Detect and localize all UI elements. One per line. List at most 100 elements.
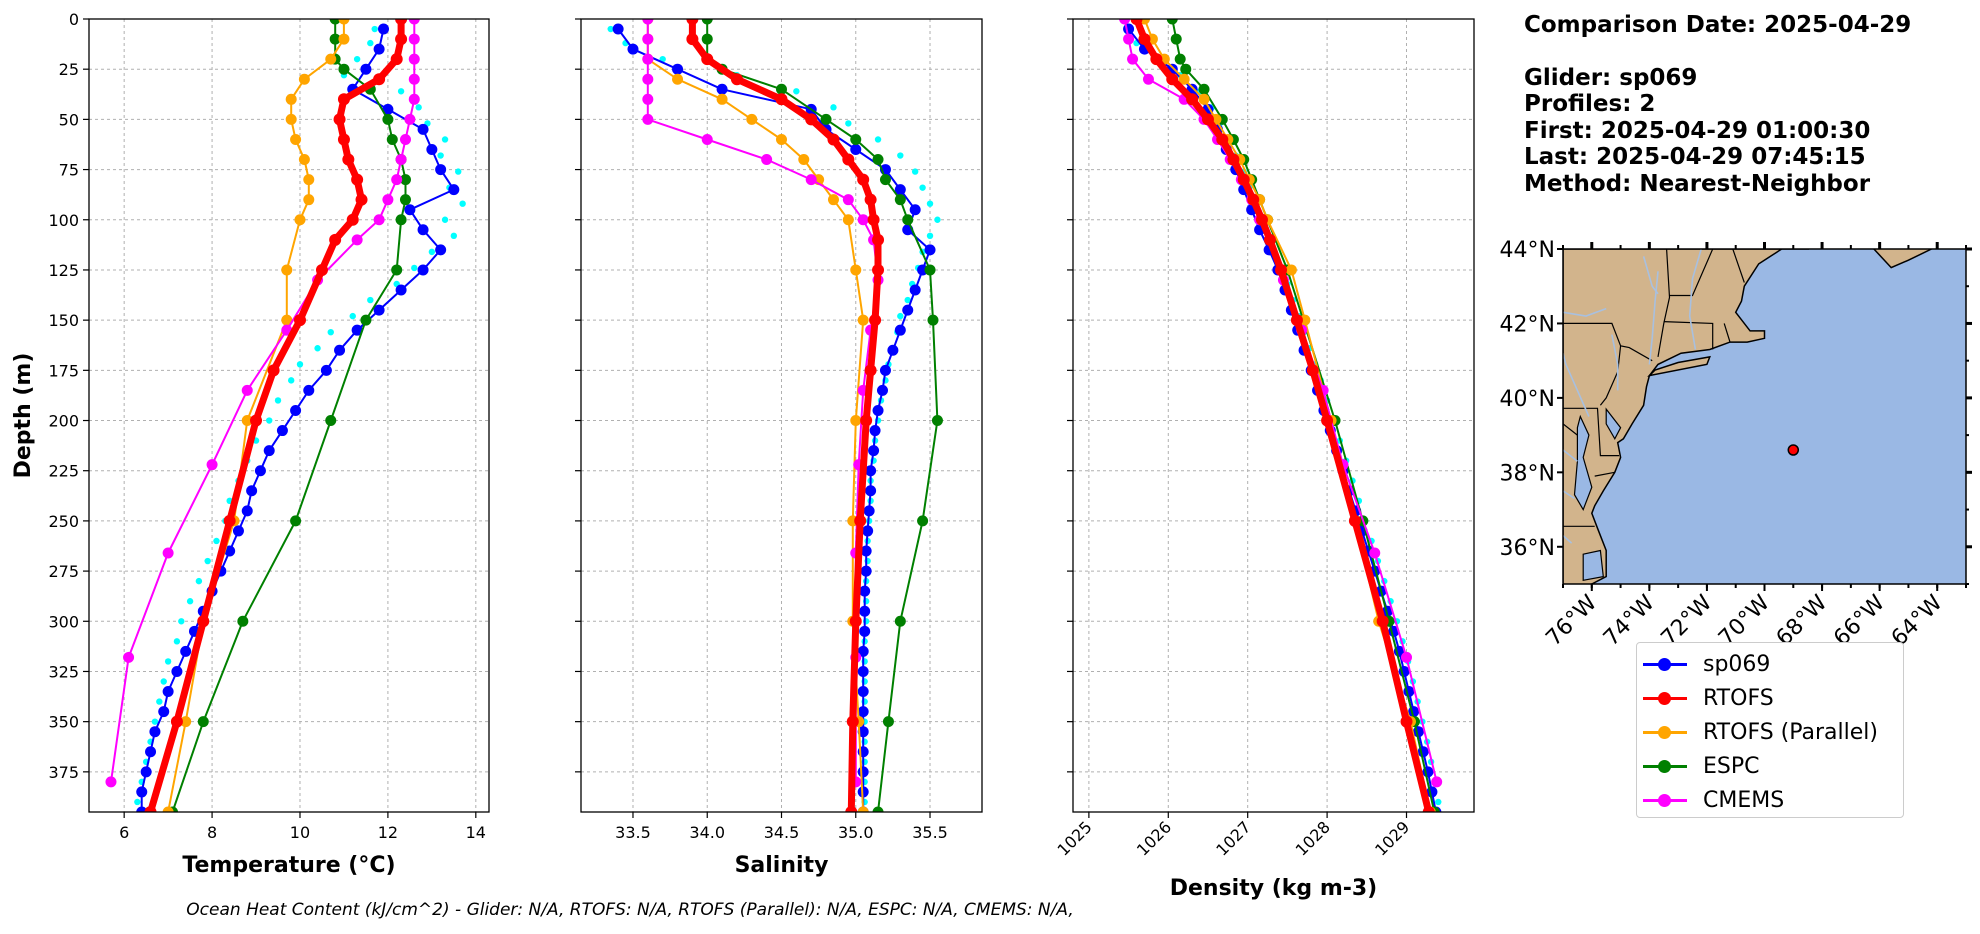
y-tick-label: 375 [48, 763, 79, 782]
series-point [845, 806, 858, 812]
x-tick-label: 34.5 [764, 823, 800, 842]
series-point [850, 415, 862, 427]
series-point [386, 133, 398, 145]
series-point [105, 776, 117, 788]
series-point [395, 19, 408, 25]
series-point [333, 113, 346, 126]
legend-swatch-rtofs [1643, 681, 1687, 715]
location-map: 44°N42°N40°N38°N36°N76°W74°W72°W70°W68°W… [1500, 238, 1972, 651]
series-point [417, 224, 429, 236]
series-point [1170, 33, 1182, 45]
series-point [404, 204, 416, 216]
series-point [894, 194, 906, 206]
series-point [1376, 615, 1389, 628]
glider-raw-point [793, 88, 800, 95]
data-layer [1119, 19, 1443, 812]
x-axis-label: Density (kg m-3) [1170, 876, 1378, 901]
state-border [1669, 249, 1714, 297]
series-point [1178, 73, 1190, 85]
ocean-heat-content-caption: Ocean Heat Content (kJ/cm^2) - Glider: N… [186, 900, 1074, 920]
series-point [408, 33, 420, 45]
x-tick-label: 6 [119, 823, 129, 842]
series-point [642, 73, 654, 85]
glider-raw-point [173, 638, 181, 645]
density-panel: 1025 1026 1027 1028 1029 Density (kg m-3) [1053, 18, 1475, 901]
series-point [859, 625, 871, 637]
glider-raw-point [349, 312, 356, 320]
series-point [642, 53, 654, 65]
glider-raw-point [897, 312, 904, 320]
series-point [180, 645, 192, 657]
glider-raw-point [204, 557, 211, 565]
series-point [378, 23, 390, 35]
series-point [857, 686, 869, 698]
series-point [857, 706, 869, 718]
glider-raw-point [897, 152, 904, 159]
legend-item-cmems: CMEMS [1637, 783, 1903, 817]
series-point [1237, 173, 1250, 186]
series-point [298, 154, 310, 166]
series-point [197, 615, 210, 628]
series-point [241, 505, 253, 517]
x-tick-label: 34.0 [689, 823, 725, 842]
glider-raw-point [926, 232, 934, 240]
y-tick-label: 100 [48, 211, 79, 230]
series-point [241, 384, 253, 396]
y-tick-label: 350 [48, 713, 79, 732]
series-point [642, 93, 654, 105]
y-tick-label: 50 [59, 110, 79, 129]
series-point [373, 43, 385, 55]
x-axis-label: Salinity [735, 853, 829, 878]
series-point [927, 314, 939, 326]
series-line [1127, 28, 1437, 812]
series-point [298, 73, 310, 85]
series-point [850, 143, 862, 155]
series-point [746, 113, 758, 125]
x-tick-label: 1029 [1371, 817, 1413, 859]
series-point [404, 113, 416, 125]
series-point [642, 19, 654, 25]
glider-raw-point [450, 232, 458, 240]
series-point [1431, 776, 1443, 788]
x-tick-label: 1026 [1133, 817, 1175, 859]
series-point [417, 123, 429, 135]
series-point [1180, 63, 1192, 75]
long-island [1647, 355, 1711, 377]
glider-raw-point [845, 120, 852, 127]
series-point [872, 806, 884, 812]
y-tick-label: 300 [48, 612, 79, 631]
glider-raw-point [164, 658, 172, 665]
y-tick-label: 25 [59, 60, 79, 79]
series-line [167, 19, 345, 812]
series-point [355, 193, 368, 206]
series-point [399, 174, 411, 186]
series-line [646, 19, 879, 782]
glider-raw-point [919, 184, 926, 191]
series-point [879, 364, 891, 376]
glider-raw-point [1435, 798, 1442, 806]
legend-swatch-rtofs-parallel [1643, 715, 1687, 749]
glider-raw-point [437, 152, 444, 159]
series-point [276, 425, 288, 437]
series-point [887, 344, 899, 356]
series-point [329, 233, 342, 246]
series-point [1123, 33, 1135, 45]
river [1563, 449, 1578, 462]
series-point [860, 414, 873, 427]
series-point [761, 154, 773, 166]
series-point [281, 314, 293, 326]
series-point [399, 194, 411, 206]
series-point [329, 33, 341, 45]
glider-location-marker [1787, 444, 1800, 456]
series-point [1119, 19, 1131, 25]
lat-tick-label: 38°N [1500, 461, 1555, 486]
pamlico-sound [1582, 549, 1604, 582]
series-point [1150, 53, 1163, 66]
series-point [902, 304, 914, 316]
series-point [860, 545, 872, 557]
series-point [865, 485, 877, 497]
series-point [1142, 73, 1154, 85]
series-point [820, 113, 832, 125]
lat-tick-label: 36°N [1500, 536, 1555, 561]
river [1563, 490, 1575, 500]
